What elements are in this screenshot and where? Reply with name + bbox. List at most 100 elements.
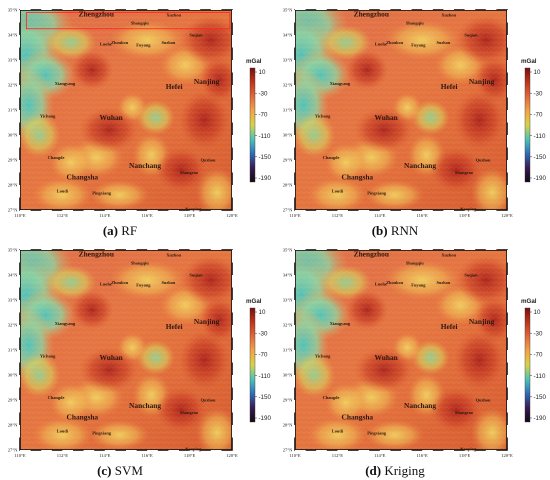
longitude-tick-label: 116°E [417, 213, 429, 218]
highlight-box [25, 12, 231, 30]
city-label: Nanjing [194, 77, 220, 86]
colorbar-tick-label: -70 [259, 112, 269, 119]
latitude-tick-label: 32°N [8, 323, 18, 328]
map-border-ticks [293, 248, 509, 452]
city-label: Yichang [315, 114, 331, 119]
city-label: Hefei [441, 82, 458, 91]
latitude-tick-label: 33°N [283, 58, 293, 63]
latitude-tick-label: 31°N [283, 108, 293, 113]
colorbar-tick-label: -30 [534, 330, 544, 337]
caption-letter: (c) [97, 463, 112, 478]
latitude-tick-label: 35°N [283, 248, 293, 253]
city-label: Suzhou [161, 280, 175, 285]
city-label: Nanchang [404, 161, 436, 170]
longitude-tick-label: 112°E [57, 453, 69, 458]
longitude-tick-label: 116°E [142, 453, 154, 458]
latitude-tick-label: 31°N [8, 348, 18, 353]
caption-letter: (a) [102, 223, 118, 238]
colorbar-tick-label: -70 [534, 112, 544, 119]
colorbar-tick-label: -190 [259, 175, 272, 182]
city-label: Xuzhou [166, 12, 181, 17]
latitude-tick-label: 29°N [283, 158, 293, 163]
latitude-tick-label: 35°N [8, 248, 18, 253]
colorbar-unit: mGal [521, 58, 537, 65]
city-label: Quzhou [201, 397, 216, 402]
longitude-tick-label: 118°E [184, 213, 196, 218]
city-label: Pingxiang [367, 431, 387, 436]
anomaly-field [295, 10, 507, 210]
anomaly-field [20, 10, 232, 210]
city-label: Xiangyang [330, 321, 351, 326]
city-label: Xuzhou [166, 252, 181, 257]
latitude-tick-label: 34°N [8, 273, 18, 278]
longitude-tick-label: 118°E [459, 453, 471, 458]
map-panel-rnn: 110°E 112°E 114°E 116°E 118°E 120°E 35°N 34°N 33… [275, 0, 550, 240]
latitude-tick-label: 31°N [283, 348, 293, 353]
latitude-tick-label: 30°N [8, 373, 18, 378]
city-label: Quzhou [476, 157, 491, 162]
latitude-tick-label: 33°N [8, 58, 18, 63]
city-label: Xiangyang [55, 321, 76, 326]
city-label: Changsha [342, 412, 374, 421]
colorbar-tick-label: -150 [534, 154, 547, 161]
latitude-tick-label: 34°N [283, 273, 293, 278]
city-label: Shangrao [455, 170, 474, 175]
longitude-tick-label: 112°E [332, 213, 344, 218]
city-label: Zhoukou [386, 280, 404, 285]
city-label: Loudi [57, 189, 69, 194]
latitude-tick-label: 27°N [8, 448, 18, 453]
gravity-anomaly-map-rnn: 110°E 112°E 114°E 116°E 118°E 120°E 35°N 34°N 33… [283, 8, 547, 218]
city-label: Nanjing [469, 317, 495, 326]
city-label: Suqian [189, 272, 203, 277]
colorbar [249, 307, 256, 423]
latitude-tick-label: 27°N [283, 208, 293, 213]
latitude-tick-label: 35°N [8, 8, 18, 13]
colorbar-tick-label: -190 [534, 415, 547, 422]
latitude-tick-label: 28°N [8, 183, 18, 188]
map-panel-rf: 110°E 112°E 114°E 116°E 118°E 120°E 35°N 34°N 33… [0, 0, 275, 240]
colorbar-tick-label: -110 [534, 133, 546, 140]
caption-letter: (d) [365, 463, 382, 478]
city-label: Xuzhou [441, 12, 456, 17]
city-label: Changde [323, 155, 340, 160]
city-label: Nanjing [194, 317, 220, 326]
city-label: Wuhan [100, 353, 123, 362]
caption-method: RNN [390, 223, 419, 238]
city-label: Zhengzhou [79, 9, 114, 18]
longitude-tick-label: 112°E [57, 213, 69, 218]
city-label: Zhengzhou [354, 9, 389, 18]
city-label: Changde [48, 395, 65, 400]
panel-caption-rnn: (b) RNN [275, 223, 515, 239]
latitude-tick-label: 27°N [8, 208, 18, 213]
city-label: Nanchang [404, 401, 436, 410]
latitude-tick-label: 29°N [8, 158, 18, 163]
city-label: Suzhou [161, 40, 175, 45]
longitude-tick-label: 116°E [142, 213, 154, 218]
city-label: Changsha [67, 412, 99, 421]
city-label: Hefei [166, 82, 183, 91]
city-label: Shangrao [455, 410, 474, 415]
city-label: Zhoukou [111, 40, 129, 45]
anomaly-field [295, 250, 507, 450]
longitude-tick-label: 112°E [332, 453, 344, 458]
city-label: Suqian [464, 272, 478, 277]
colorbar-tick-label: 10 [534, 309, 541, 316]
city-label: Zhoukou [111, 280, 129, 285]
city-label: Suzhou [436, 280, 450, 285]
longitude-tick-label: 120°E [501, 453, 513, 458]
city-label: Nanchang [129, 161, 161, 170]
city-label: Wuhan [375, 113, 398, 122]
city-label: Changde [48, 155, 65, 160]
map-border-ticks [18, 8, 234, 212]
colorbar-tick-label: 10 [259, 69, 266, 76]
latitude-tick-label: 28°N [283, 423, 293, 428]
city-label: Wuhan [375, 353, 398, 362]
latitude-tick-label: 28°N [8, 423, 18, 428]
longitude-tick-label: 114°E [99, 453, 111, 458]
city-label: Fuyang [136, 282, 151, 287]
city-label: Loudi [332, 429, 344, 434]
panel-caption-kriging: (d) Kriging [275, 463, 515, 479]
city-label: Changsha [67, 172, 99, 181]
colorbar [524, 67, 531, 183]
colorbar-tick-label: -110 [259, 133, 271, 140]
